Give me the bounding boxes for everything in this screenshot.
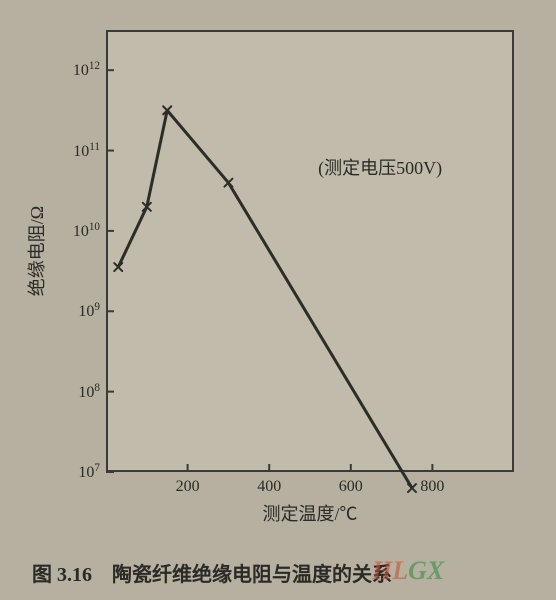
figure-caption: 图 3.16 陶瓷纤维绝缘电阻与温度的关系	[32, 558, 392, 587]
x-axis-label: 测定温度/℃	[262, 500, 357, 526]
y-tick-label: 1012	[73, 60, 100, 80]
y-tick-label: 109	[78, 301, 100, 321]
x-tick-label: 200	[176, 478, 200, 496]
watermark: HLGX	[372, 556, 444, 586]
y-tick-label: 1011	[73, 140, 100, 160]
annotation-text: (测定电压500V)	[318, 154, 442, 180]
caption-text: 陶瓷纤维绝缘电阻与温度的关系	[112, 564, 392, 586]
caption-prefix: 图 3.16	[32, 564, 92, 586]
y-tick-label: 107	[78, 462, 100, 482]
x-tick-label: 800	[420, 478, 444, 496]
y-axis-label: 绝缘电阻/Ω	[23, 206, 49, 296]
x-tick-label: 600	[339, 478, 363, 496]
x-tick-label: 400	[257, 478, 281, 496]
y-tick-label: 108	[78, 381, 100, 401]
y-tick-label: 1010	[73, 221, 100, 241]
